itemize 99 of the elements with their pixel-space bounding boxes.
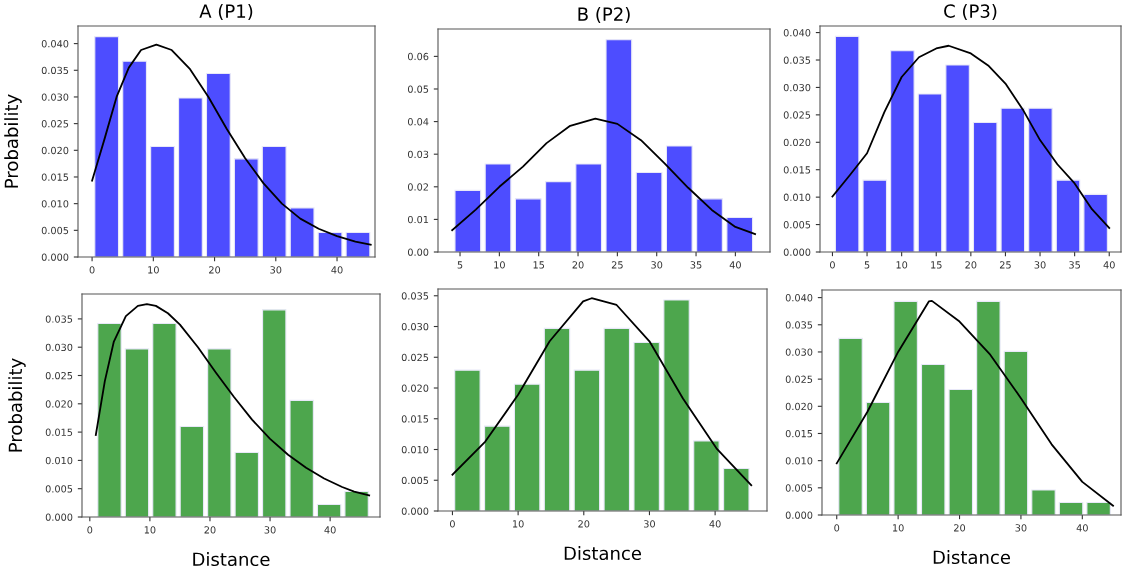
y-tick-label: 0.010 <box>45 456 73 465</box>
y-axis-title: Probability <box>8 358 26 452</box>
x-axis-title: Distance <box>193 552 270 567</box>
x-tick-label: 0 <box>450 520 455 528</box>
y-tick-label: 0.015 <box>41 173 69 181</box>
y-tick-label: 0.010 <box>41 200 69 208</box>
y-tick-label: 0.025 <box>41 120 69 128</box>
y-tick-label: 0.000 <box>41 253 69 261</box>
x-tick-label: 20 <box>578 520 590 528</box>
x-tick-label: 40 <box>331 266 343 274</box>
y-tick-label: 0.035 <box>783 56 811 64</box>
y-tick-label: 0.030 <box>41 93 69 101</box>
y-tick-label: 0.020 <box>401 384 429 392</box>
y-tick-label: 0.035 <box>41 66 69 75</box>
y-tick-label: 0.025 <box>783 111 811 119</box>
x-tick-label: 30 <box>651 261 663 269</box>
y-tick-label: 0.020 <box>41 146 69 155</box>
x-tick-label: 30 <box>1015 524 1027 532</box>
y-tick-label: 0.020 <box>783 138 811 147</box>
y-tick-label: 0.040 <box>41 40 69 48</box>
y-tick-label: 0.030 <box>783 83 811 92</box>
x-tick-label: 0 <box>830 261 835 269</box>
y-tick-label: 0.020 <box>785 402 813 411</box>
x-tick-label: 10 <box>494 261 505 269</box>
y-tick-label: 0.04 <box>407 118 429 126</box>
y-tick-label: 0.015 <box>45 428 73 436</box>
x-tick-label: 0 <box>87 526 93 534</box>
x-tick-label: 40 <box>1103 261 1115 269</box>
x-tick-label: 10 <box>513 520 524 528</box>
y-tick-label: 0.030 <box>785 348 813 356</box>
y-tick-label: 0.035 <box>401 292 429 300</box>
y-tick-label: 0.035 <box>45 315 73 323</box>
y-tick-label: 0.025 <box>401 353 429 362</box>
y-tick-label: 0.000 <box>45 513 73 521</box>
x-tick-label: 15 <box>931 261 942 269</box>
line-series <box>451 297 753 487</box>
y-tick-label: 0.00 <box>407 248 429 256</box>
line-series <box>451 117 756 235</box>
y-tick-label: 0.020 <box>45 400 73 408</box>
x-tick-label: 20 <box>209 266 221 274</box>
y-tick-label: 0.015 <box>785 429 813 438</box>
x-tick-label: 15 <box>533 261 545 269</box>
y-tick-label: 0.03 <box>407 150 429 159</box>
x-tick-label: 10 <box>896 261 908 269</box>
y-tick-label: 0.005 <box>401 476 429 485</box>
x-tick-label: 0 <box>89 266 95 274</box>
y-tick-label: 0.000 <box>785 511 813 519</box>
y-tick-label: 0.030 <box>401 322 429 331</box>
x-tick-label: 30 <box>270 266 282 274</box>
y-tick-label: 0.010 <box>401 445 429 454</box>
x-tick-label: 10 <box>144 526 156 534</box>
x-axis-title: Distance <box>564 546 642 561</box>
x-tick-label: 10 <box>893 524 904 532</box>
x-tick-label: 40 <box>729 261 741 269</box>
chart-title: C (P3) <box>944 3 997 21</box>
y-tick-label: 0.015 <box>401 415 429 423</box>
y-tick-label: 0.005 <box>45 485 73 493</box>
chart-title: A (P1) <box>199 3 253 21</box>
y-tick-label: 0.05 <box>407 85 429 93</box>
x-tick-label: 10 <box>148 266 159 274</box>
line-series <box>831 44 1111 229</box>
x-tick-label: 5 <box>457 261 463 269</box>
chart-title: B (P2) <box>578 6 630 24</box>
y-tick-label: 0.040 <box>785 294 813 302</box>
y-tick-label: 0.025 <box>45 371 73 380</box>
y-tick-label: 0.005 <box>785 484 813 492</box>
y-tick-label: 0.005 <box>41 226 69 235</box>
x-tick-label: 30 <box>1034 261 1046 269</box>
x-tick-label: 25 <box>999 261 1011 269</box>
x-tick-label: 20 <box>204 526 216 534</box>
x-tick-label: 0 <box>834 524 840 532</box>
x-tick-label: 30 <box>264 526 276 534</box>
x-tick-label: 25 <box>611 261 623 269</box>
x-tick-label: 20 <box>965 261 977 269</box>
y-tick-label: 0.06 <box>407 52 429 61</box>
x-tick-label: 40 <box>324 526 336 534</box>
y-tick-label: 0.040 <box>783 29 811 37</box>
x-tick-label: 40 <box>709 520 721 528</box>
y-tick-label: 0.02 <box>407 183 428 191</box>
y-tick-label: 0.000 <box>401 507 429 515</box>
x-tick-label: 30 <box>644 520 655 528</box>
y-tick-label: 0.030 <box>45 343 73 352</box>
y-tick-label: 0.025 <box>785 375 813 383</box>
y-tick-label: 0.010 <box>785 457 813 465</box>
y-tick-label: 0.005 <box>783 221 811 229</box>
y-axis-title: Probability <box>4 94 22 188</box>
y-tick-label: 0.010 <box>783 193 811 201</box>
x-tick-label: 40 <box>1076 524 1088 532</box>
x-tick-label: 20 <box>954 524 966 532</box>
x-tick-label: 20 <box>572 261 584 269</box>
x-tick-label: 35 <box>1069 261 1080 269</box>
x-axis-title: Distance <box>933 550 1011 565</box>
line-series <box>835 299 1114 507</box>
x-tick-label: 35 <box>690 261 702 269</box>
y-tick-label: 0.015 <box>783 166 811 174</box>
y-tick-label: 0.000 <box>783 248 811 256</box>
y-tick-label: 0.035 <box>785 321 813 329</box>
x-tick-label: 5 <box>864 261 870 269</box>
y-tick-label: 0.01 <box>407 215 429 224</box>
